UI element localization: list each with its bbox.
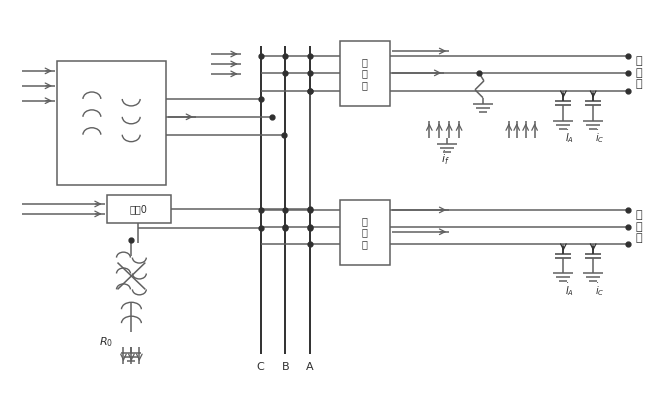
Text: 线
路
一: 线 路 一: [636, 56, 643, 90]
Text: $R_0$: $R_0$: [100, 335, 114, 349]
Text: $\dot{i}_f$: $\dot{i}_f$: [441, 150, 450, 168]
Bar: [340, 200, 390, 264]
Text: $\dot{I}_A$: $\dot{I}_A$: [565, 128, 574, 146]
Bar: [57, 61, 166, 185]
Bar: [107, 195, 171, 223]
Text: $\dot{i}_C$: $\dot{i}_C$: [595, 128, 605, 146]
Text: B: B: [282, 362, 289, 372]
Text: C: C: [256, 362, 264, 372]
Text: $\dot{i}_C$: $\dot{i}_C$: [595, 282, 605, 298]
Text: 线
路
二: 线 路 二: [636, 210, 643, 244]
Text: 开
关
一: 开 关 一: [362, 57, 368, 90]
Text: $\dot{I}_A$: $\dot{I}_A$: [565, 282, 574, 298]
Text: 开
关
二: 开 关 二: [362, 216, 368, 249]
Bar: [340, 41, 390, 106]
Text: A: A: [306, 362, 314, 372]
Text: 开关0: 开关0: [130, 204, 148, 214]
